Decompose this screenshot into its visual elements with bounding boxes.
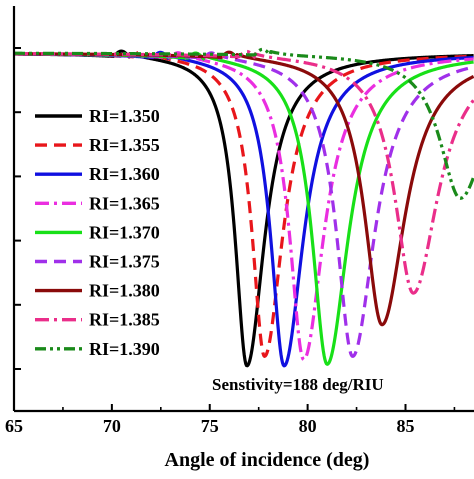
legend-label-5: RI=1.370 [89,222,160,242]
x-tick-label-85: 85 [396,416,414,436]
x-tick-label-70: 70 [103,416,121,436]
x-axis-label: Angle of incidence (deg) [165,449,370,471]
x-tick-label-80: 80 [299,416,317,436]
legend-label-2: RI=1.355 [89,135,160,155]
legend-label-9: RI=1.390 [89,339,160,359]
legend-label-4: RI=1.365 [89,193,160,213]
sensitivity-annotation: Senstivity=188 deg/RIU [212,375,384,394]
axes-group [12,6,474,413]
x-tick-label-65: 65 [5,416,23,436]
series-line-7 [14,50,474,327]
curves-group [14,47,474,368]
legend: RI=1.350 RI=1.355 RI=1.360 RI=1.365 RI=1.370… [35,106,160,359]
legend-label-6: RI=1.375 [89,252,160,272]
legend-label-1: RI=1.350 [89,106,160,126]
legend-label-7: RI=1.380 [89,281,160,301]
legend-label-8: RI=1.385 [89,310,160,330]
x-tick-label-75: 75 [201,416,219,436]
x-ticks-group: 65 70 75 80 85 [5,404,456,436]
series-line-9 [14,47,474,200]
y-ticks-group [14,47,21,370]
series-line-8 [14,49,474,295]
legend-label-3: RI=1.360 [89,164,160,184]
